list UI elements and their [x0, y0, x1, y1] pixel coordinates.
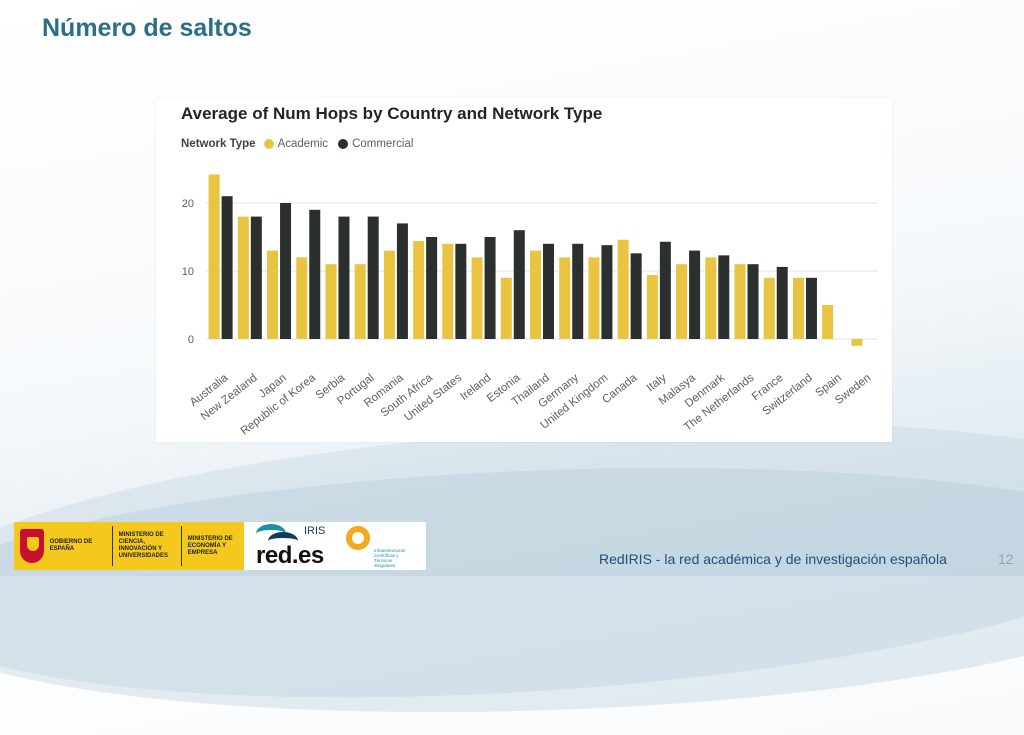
footer-text: RedIRIS - la red académica y de investig… — [599, 551, 947, 567]
background-wave — [0, 447, 1024, 733]
bar-academic — [588, 257, 600, 339]
bar-commercial — [280, 203, 292, 339]
bar-commercial — [250, 216, 262, 339]
chart-legend: Network Type Academic Commercial — [181, 138, 417, 150]
academic-swatch-icon — [263, 139, 274, 149]
bar-academic — [676, 264, 688, 339]
legend-title: Network Type — [181, 138, 256, 150]
bar-commercial — [659, 241, 671, 339]
bar-commercial — [367, 216, 379, 339]
footer-logos: GOBIERNO DE ESPAÑA MINISTERIO DE CIENCIA… — [14, 522, 426, 570]
icts-logo: Infraestructuras Científicas y Técnicas … — [344, 522, 414, 570]
commercial-swatch-icon — [338, 139, 349, 149]
slide-title: Número de saltos — [42, 14, 252, 42]
y-tick-label: 0 — [188, 334, 194, 346]
y-tick-label: 10 — [182, 266, 194, 278]
bar-academic — [734, 264, 746, 339]
bar-commercial — [455, 243, 467, 339]
rediris-label: IRIS — [304, 525, 326, 537]
legend-label: Academic — [277, 138, 329, 150]
bar-academic — [851, 339, 863, 346]
wave-mark-icon — [268, 532, 298, 550]
legend-label: Commercial — [352, 138, 414, 150]
bar-academic — [705, 257, 717, 339]
bar-academic — [763, 277, 775, 339]
bar-commercial — [805, 277, 817, 339]
bar-academic — [267, 250, 279, 339]
bar-academic — [559, 257, 571, 339]
bar-academic — [617, 239, 629, 339]
wave-mark-icon — [256, 524, 286, 544]
ministry-label: MINISTERIO DE CIENCIA, INNOVACIÓN Y UNIV… — [118, 532, 169, 559]
bar-commercial — [309, 209, 321, 339]
bar-academic — [413, 241, 425, 339]
page-number: 12 — [998, 551, 1014, 567]
bar-academic — [500, 277, 512, 339]
bar-academic — [792, 277, 804, 339]
bar-commercial — [338, 216, 350, 339]
bar-academic — [237, 216, 249, 339]
bar-academic — [208, 174, 220, 339]
government-logo: GOBIERNO DE ESPAÑA MINISTERIO DE CIENCIA… — [14, 522, 244, 570]
bar-academic — [354, 264, 366, 339]
bar-commercial — [543, 243, 554, 339]
icts-label: Infraestructuras Científicas y Técnicas … — [374, 548, 406, 568]
bar-commercial — [484, 237, 496, 339]
bar-commercial — [689, 250, 701, 339]
redes-label: red.es — [256, 542, 324, 569]
bar-commercial — [396, 223, 408, 339]
divider — [111, 526, 113, 566]
bar-commercial — [776, 266, 788, 339]
bar-commercial — [747, 264, 759, 339]
icts-ring-icon — [346, 526, 370, 550]
bar-commercial — [718, 255, 730, 339]
bar-academic — [822, 305, 834, 339]
bar-academic — [296, 257, 308, 339]
legend-entry-commercial[interactable]: Commercial — [338, 138, 413, 150]
bar-commercial — [601, 245, 613, 339]
bar-commercial — [630, 253, 642, 339]
gov-label: GOBIERNO DE ESPAÑA — [49, 539, 93, 552]
y-tick-label: 20 — [182, 198, 194, 210]
bar-commercial — [572, 243, 584, 339]
bar-academic — [325, 264, 337, 339]
bar-academic — [383, 250, 395, 339]
bar-academic — [471, 257, 483, 339]
chart-card: Average of Num Hops by Country and Netwo… — [156, 98, 892, 442]
bar-commercial — [426, 237, 438, 339]
ministry-label: MINISTERIO DE ECONOMÍA Y EMPRESA — [187, 535, 233, 556]
bar-commercial — [513, 230, 525, 339]
bar-academic — [646, 275, 658, 339]
chart-title: Average of Num Hops by Country and Netwo… — [181, 104, 603, 123]
bar-commercial — [221, 196, 233, 339]
bar-academic — [442, 243, 454, 339]
spain-coat-of-arms-icon — [20, 529, 44, 563]
bar-academic — [530, 250, 541, 339]
divider — [180, 526, 182, 566]
legend-entry-academic[interactable]: Academic — [263, 138, 329, 150]
rediris-logo: IRIS red.es — [256, 522, 338, 570]
